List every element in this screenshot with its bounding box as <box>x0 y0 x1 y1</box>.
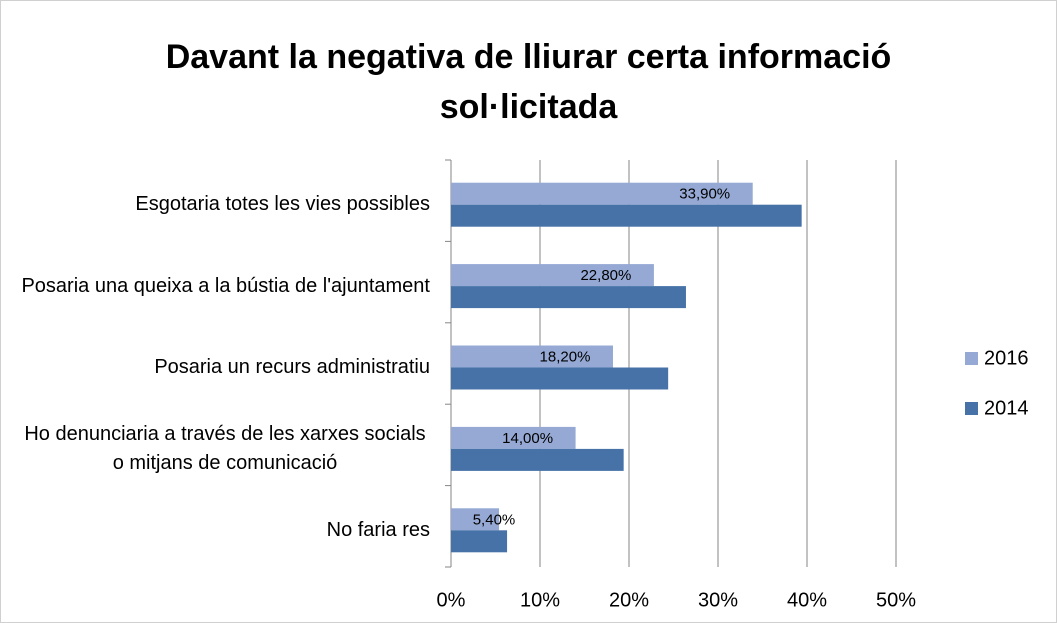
bar <box>451 204 802 227</box>
data-label: 14,00% <box>502 430 553 447</box>
legend-label: 2014 <box>984 397 1029 419</box>
bar <box>451 345 613 368</box>
bar <box>451 367 669 390</box>
y-tick-label: Posaria un recurs administratiu <box>154 356 430 378</box>
title-box: Davant la negativa de lliurar certa info… <box>0 32 1057 132</box>
category-label-box: Esgotaria totes les vies possibles <box>0 190 430 219</box>
x-tick-label: 10% <box>520 589 560 611</box>
bar <box>451 508 500 531</box>
bar <box>451 426 576 449</box>
data-label: 22,80% <box>580 267 631 284</box>
y-tick-label: Ho denunciaria a través de les xarxes so… <box>24 422 426 474</box>
bar <box>451 530 508 553</box>
x-tick-label: 0% <box>437 589 466 611</box>
bar <box>451 448 624 471</box>
x-tick-label: 40% <box>787 589 827 611</box>
bar <box>451 182 753 205</box>
data-label: 5,40% <box>473 511 516 528</box>
y-tick-label: Posaria una queixa a la bústia de l'ajun… <box>21 274 430 297</box>
category-label-box: Posaria una queixa a la bústia de l'ajun… <box>0 272 430 301</box>
category-label-box: No faria res <box>0 516 430 545</box>
y-tick-label: Esgotaria totes les vies possibles <box>135 193 430 216</box>
bar <box>451 264 654 287</box>
legend-swatch <box>965 402 978 415</box>
legend-label: 2016 <box>984 347 1029 369</box>
data-label: 18,20% <box>540 348 591 365</box>
chart-title: Davant la negativa de lliurar certa info… <box>165 38 892 126</box>
data-label: 33,90% <box>679 186 730 203</box>
x-tick-label: 30% <box>698 589 738 611</box>
x-tick-label: 20% <box>609 589 649 611</box>
legend-swatch <box>965 352 978 365</box>
category-label-box: Posaria un recurs administratiu <box>0 353 430 382</box>
y-tick-label: No faria res <box>326 518 430 541</box>
x-tick-label: 50% <box>876 589 916 611</box>
bar <box>451 286 686 309</box>
category-label-box: Ho denunciaria a través de les xarxes so… <box>0 420 430 478</box>
